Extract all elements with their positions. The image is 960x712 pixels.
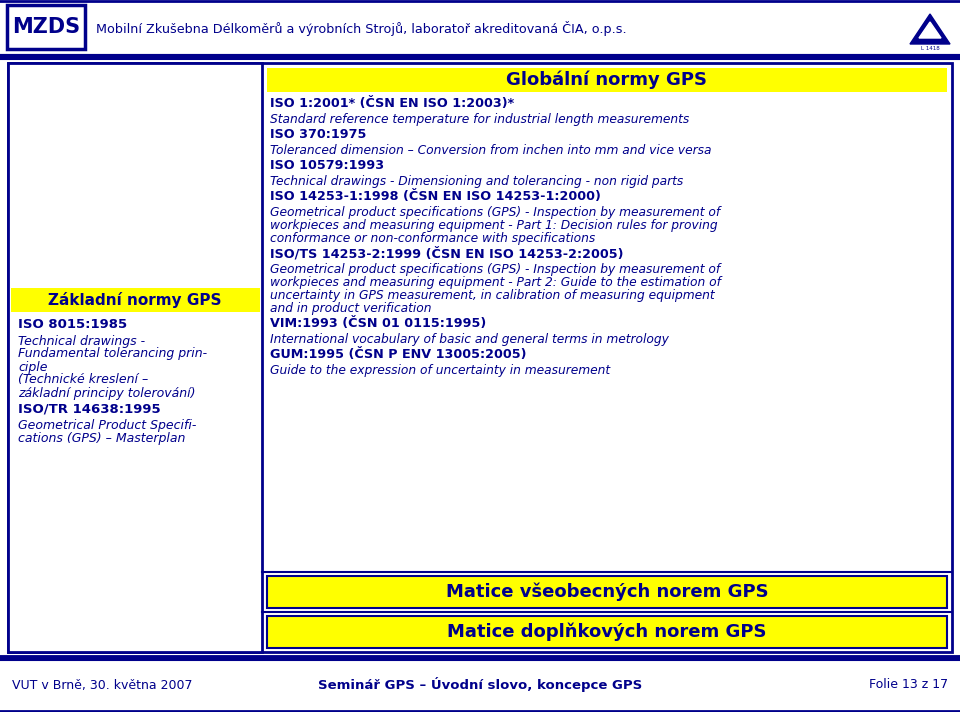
Text: Matice všeobecných norem GPS: Matice všeobecných norem GPS <box>445 582 768 601</box>
Text: Seminář GPS – Úvodní slovo, koncepce GPS: Seminář GPS – Úvodní slovo, koncepce GPS <box>318 678 642 693</box>
Text: Základní normy GPS: Základní normy GPS <box>48 292 222 308</box>
Text: Geometrical product specifications (GPS) - Inspection by measurement of: Geometrical product specifications (GPS)… <box>270 206 720 219</box>
Text: cations (GPS) – Masterplan: cations (GPS) – Masterplan <box>18 432 185 445</box>
Text: VIM:1993 (ČSN 01 0115:1995): VIM:1993 (ČSN 01 0115:1995) <box>270 317 487 330</box>
Text: uncertainty in GPS measurement, in calibration of measuring equipment: uncertainty in GPS measurement, in calib… <box>270 289 714 302</box>
Text: základní principy tolerování): základní principy tolerování) <box>18 387 196 399</box>
Text: and in product verification: and in product verification <box>270 302 431 315</box>
Text: Fundamental tolerancing prin-: Fundamental tolerancing prin- <box>18 347 207 360</box>
Text: Globální normy GPS: Globální normy GPS <box>507 70 708 89</box>
Text: Guide to the expression of uncertainty in measurement: Guide to the expression of uncertainty i… <box>270 364 611 377</box>
Text: ISO 14253-1:1998 (ČSN EN ISO 14253-1:2000): ISO 14253-1:1998 (ČSN EN ISO 14253-1:200… <box>270 190 601 203</box>
Bar <box>7 5 85 49</box>
Text: GUM:1995 (ČSN P ENV 13005:2005): GUM:1995 (ČSN P ENV 13005:2005) <box>270 348 526 361</box>
Text: (Technické kreslení –: (Technické kreslení – <box>18 374 148 387</box>
Text: Geometrical product specifications (GPS) - Inspection by measurement of: Geometrical product specifications (GPS)… <box>270 263 720 276</box>
Text: VUT v Brně, 30. května 2007: VUT v Brně, 30. května 2007 <box>12 679 193 691</box>
Text: workpieces and measuring equipment - Part 1: Decision rules for proving: workpieces and measuring equipment - Par… <box>270 219 718 232</box>
Text: ISO 370:1975: ISO 370:1975 <box>270 128 367 141</box>
Bar <box>267 616 947 648</box>
Text: ciple: ciple <box>18 360 47 374</box>
Text: conformance or non-conformance with specifications: conformance or non-conformance with spec… <box>270 232 595 245</box>
Text: Matice doplňkových norem GPS: Matice doplňkových norem GPS <box>447 623 767 642</box>
Bar <box>11 288 260 312</box>
Text: ISO 8015:1985: ISO 8015:1985 <box>18 318 127 331</box>
Polygon shape <box>910 14 950 44</box>
Text: International vocabulary of basic and general terms in metrology: International vocabulary of basic and ge… <box>270 333 669 346</box>
Bar <box>8 63 262 652</box>
Text: Technical drawings -: Technical drawings - <box>18 335 145 347</box>
Text: ISO 1:2001* (ČSN EN ISO 1:2003)*: ISO 1:2001* (ČSN EN ISO 1:2003)* <box>270 97 515 110</box>
Bar <box>267 576 947 608</box>
Text: L 1418: L 1418 <box>921 46 940 51</box>
Text: Toleranced dimension – Conversion from inchen into mm and vice versa: Toleranced dimension – Conversion from i… <box>270 144 711 157</box>
Text: Geometrical Product Specifi-: Geometrical Product Specifi- <box>18 419 197 432</box>
Text: ISO 10579:1993: ISO 10579:1993 <box>270 159 384 172</box>
Text: Standard reference temperature for industrial length measurements: Standard reference temperature for indus… <box>270 113 689 126</box>
Text: Folie 13 z 17: Folie 13 z 17 <box>869 679 948 691</box>
Text: ISO/TS 14253-2:1999 (ČSN EN ISO 14253-2:2005): ISO/TS 14253-2:1999 (ČSN EN ISO 14253-2:… <box>270 247 623 261</box>
Text: MZDS: MZDS <box>12 17 80 37</box>
Text: workpieces and measuring equipment - Part 2: Guide to the estimation of: workpieces and measuring equipment - Par… <box>270 276 721 289</box>
Polygon shape <box>919 22 941 38</box>
Text: ISO/TR 14638:1995: ISO/TR 14638:1995 <box>18 402 160 416</box>
Text: Technical drawings - Dimensioning and tolerancing - non rigid parts: Technical drawings - Dimensioning and to… <box>270 175 684 188</box>
Text: Mobilní Zkušebna Délkoměrů a výrobních Strojů, laboratoř akreditovaná ČIA, o.p.s: Mobilní Zkušebna Délkoměrů a výrobních S… <box>96 21 627 36</box>
Bar <box>8 63 952 652</box>
Bar <box>267 68 947 92</box>
